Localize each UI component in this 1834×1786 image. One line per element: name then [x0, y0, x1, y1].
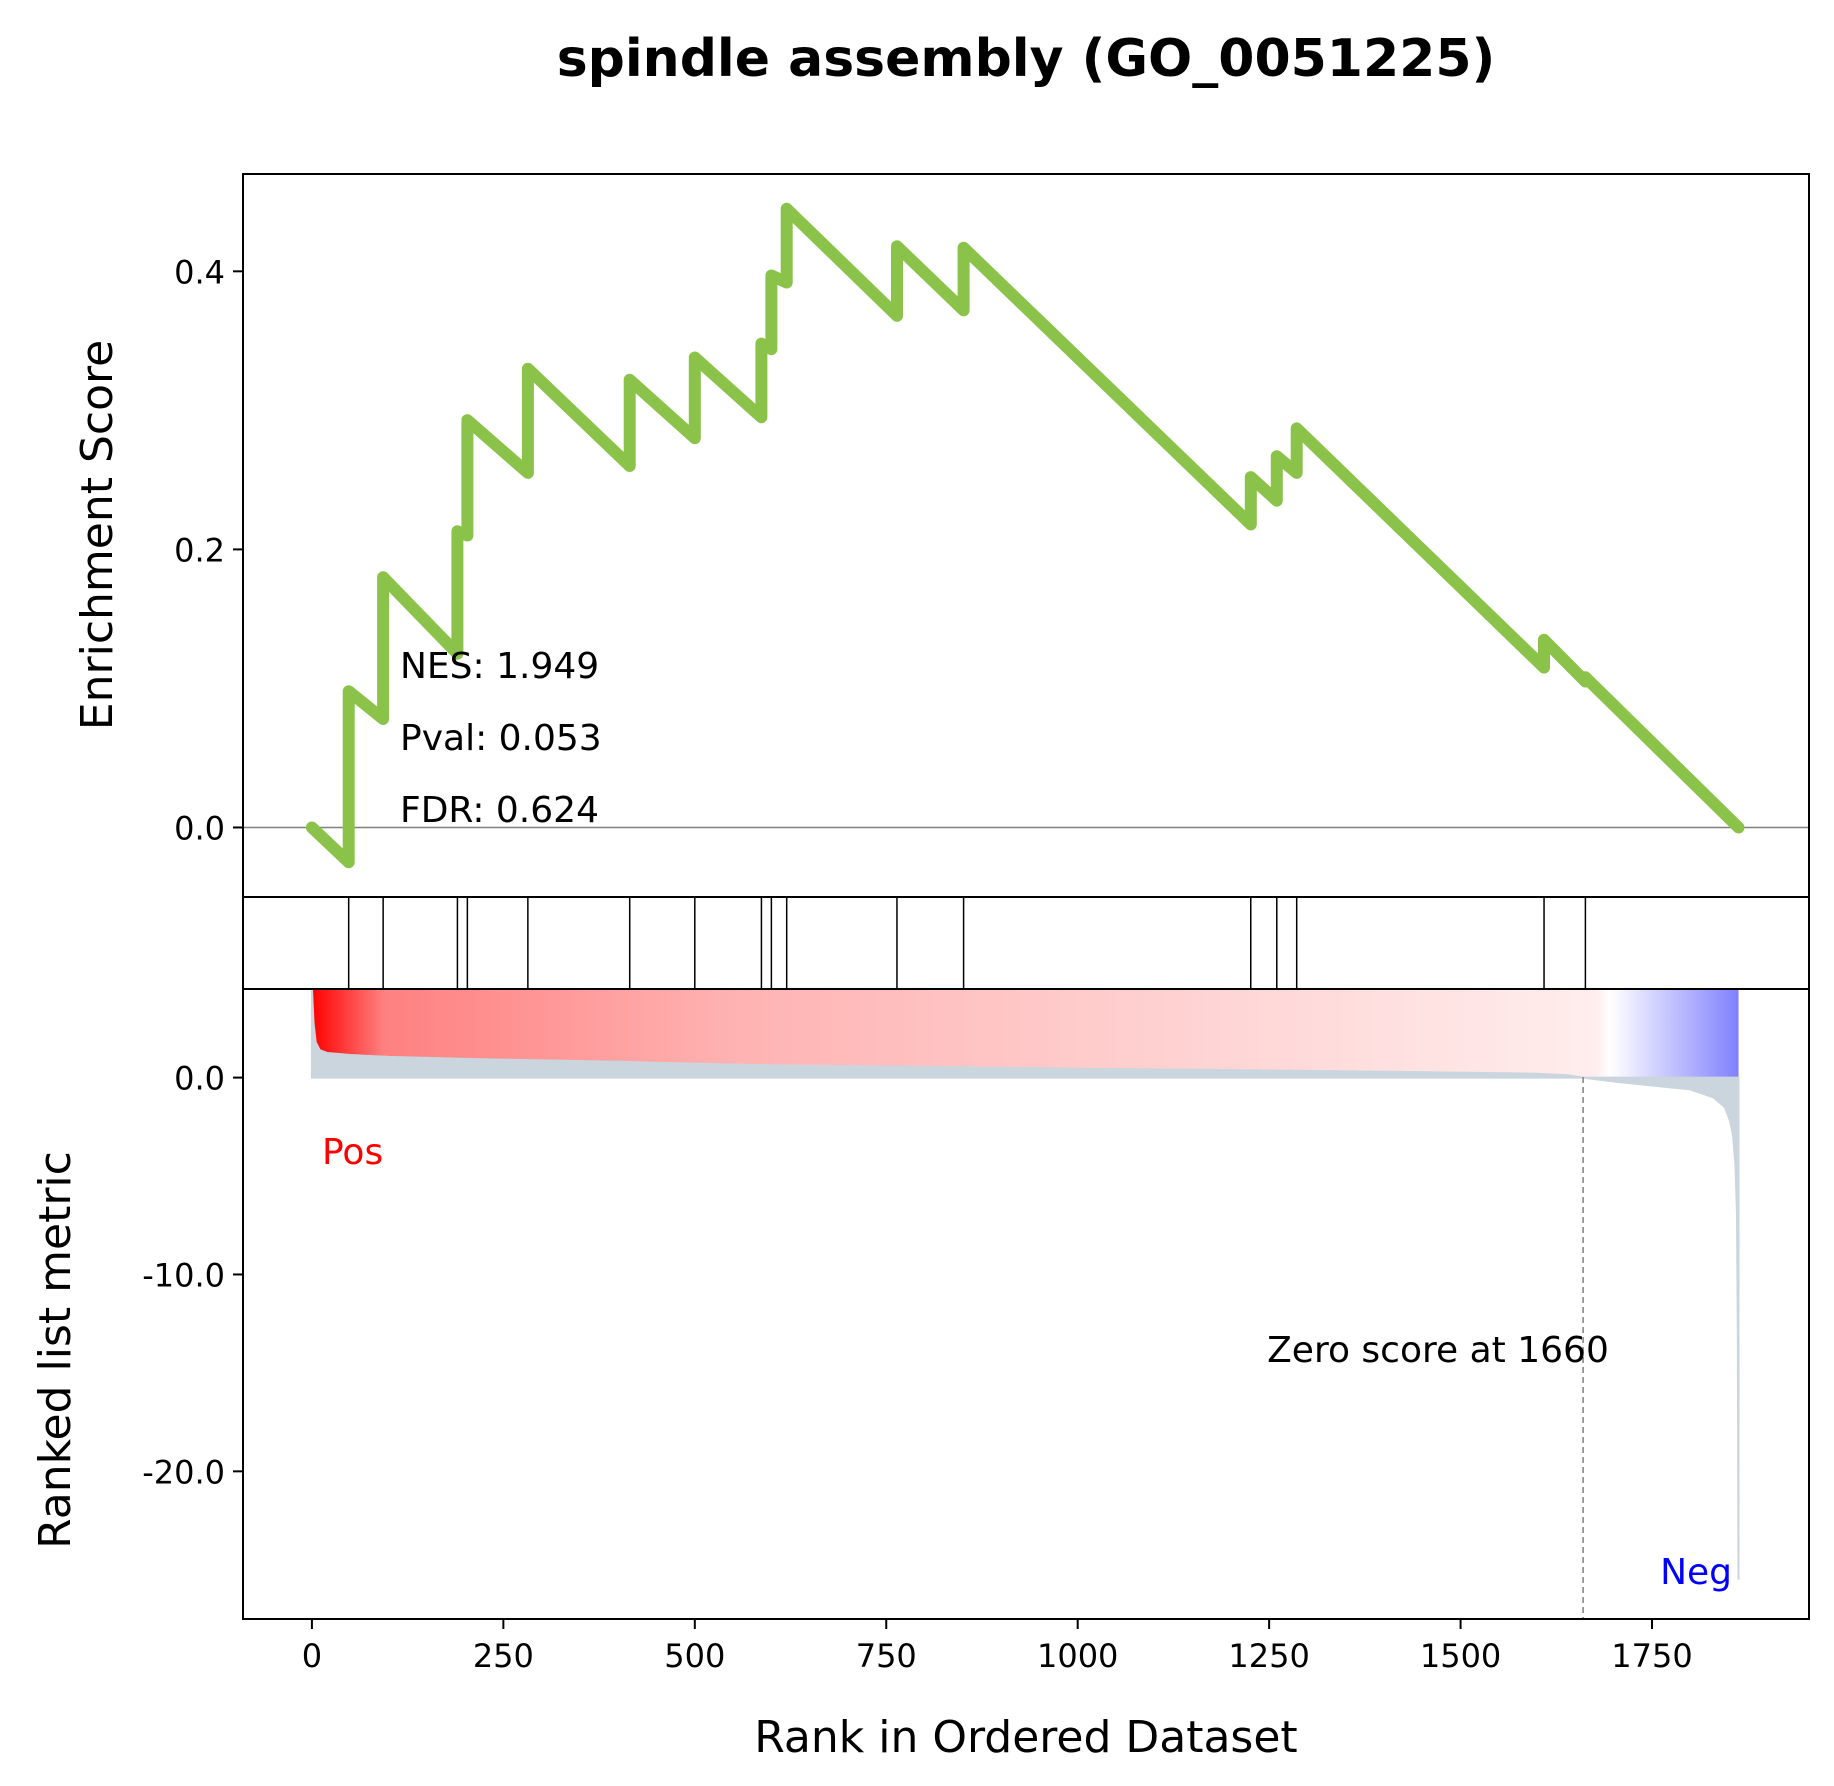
x-tick-label: 1750	[1611, 1637, 1692, 1675]
x-tick-label: 1500	[1420, 1637, 1501, 1675]
ranked-metric-area	[310, 989, 1740, 1580]
gene-hits-panel	[242, 896, 1810, 990]
x-tick-label: 0	[302, 1637, 322, 1675]
zero-score-label: Zero score at 1660	[1267, 1330, 1609, 1371]
x-tick-label: 250	[473, 1637, 534, 1675]
metric-axis-label: Ranked list metric	[30, 1151, 81, 1549]
stat-label: FDR: 0.624	[400, 790, 599, 831]
enrichment-score-panel: NES: 1.949 Pval: 0.053 FDR: 0.624 0.0 0.2 0.4	[174, 173, 1810, 898]
x-tick-label: 1250	[1228, 1637, 1309, 1675]
es-axis-label: Enrichment Score	[72, 340, 123, 730]
x-axis-label: Rank in Ordered Dataset	[754, 1712, 1297, 1763]
pos-label: Pos	[322, 1132, 383, 1173]
metric-y-tick-label: -10.0	[142, 1256, 225, 1294]
metric-y-tick-label: 0.0	[174, 1060, 225, 1098]
x-tick-label: 750	[856, 1637, 917, 1675]
stat-label: Pval: 0.053	[400, 718, 602, 759]
es-y-tick-label: 0.2	[174, 531, 225, 569]
es-y-tick-label: 0.4	[174, 253, 225, 291]
chart-title: spindle assembly (GO_0051225)	[557, 29, 1496, 89]
metric-y-tick-label: -20.0	[142, 1453, 225, 1491]
stat-label: NES: 1.949	[400, 646, 599, 687]
running-enrichment-score-line	[305, 202, 1745, 869]
x-tick-label: 1000	[1037, 1637, 1118, 1675]
ranked-metric-panel: Zero score at 1660 Pos Neg 0.0 -10.0 -20.0 0 25…	[142, 988, 1810, 1675]
hits-panel-frame	[242, 896, 1810, 990]
neg-label: Neg	[1660, 1552, 1732, 1593]
es-y-tick-label: 0.0	[174, 809, 225, 847]
es-panel-frame	[242, 173, 1810, 898]
x-tick-label: 500	[664, 1637, 725, 1675]
metric-panel-frame	[242, 988, 1810, 1620]
